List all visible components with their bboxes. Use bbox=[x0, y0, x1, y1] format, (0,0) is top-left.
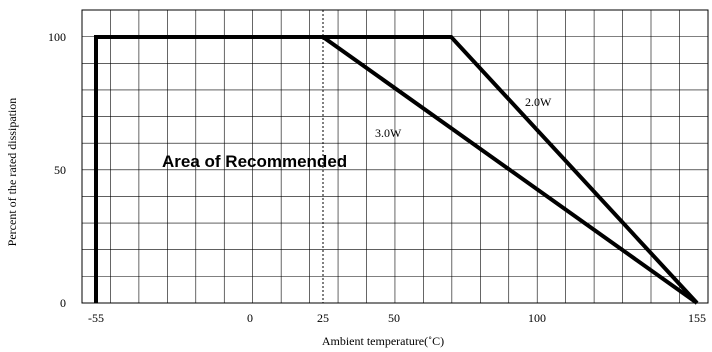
x-tick-label: -55 bbox=[88, 311, 104, 325]
x-tick-label: 25 bbox=[317, 311, 329, 325]
series-line-2-0w bbox=[94, 35, 699, 305]
y-tick-label: 0 bbox=[60, 296, 66, 310]
y-tick-label: 100 bbox=[48, 30, 66, 44]
series-label-3-0w: 3.0W bbox=[375, 126, 402, 140]
x-axis-title: Ambient temperature(˚C) bbox=[322, 334, 444, 348]
x-tick-label: 100 bbox=[528, 311, 546, 325]
x-tick-label: 155 bbox=[688, 311, 706, 325]
series-layer: 3.0W 2.0W bbox=[94, 35, 699, 305]
y-axis-title: Percent of the rated dissipation bbox=[5, 98, 19, 247]
x-tick-label: 50 bbox=[388, 311, 400, 325]
x-tick-label: 0 bbox=[247, 311, 253, 325]
x-tick-labels: -55 0 25 50 100 155 bbox=[88, 311, 706, 325]
y-tick-labels: 0 50 100 bbox=[48, 30, 66, 310]
series-label-2-0w: 2.0W bbox=[525, 95, 552, 109]
area-annotation: Area of Recommended bbox=[162, 152, 347, 171]
plot-border bbox=[81, 9, 709, 304]
y-tick-label: 50 bbox=[54, 163, 66, 177]
